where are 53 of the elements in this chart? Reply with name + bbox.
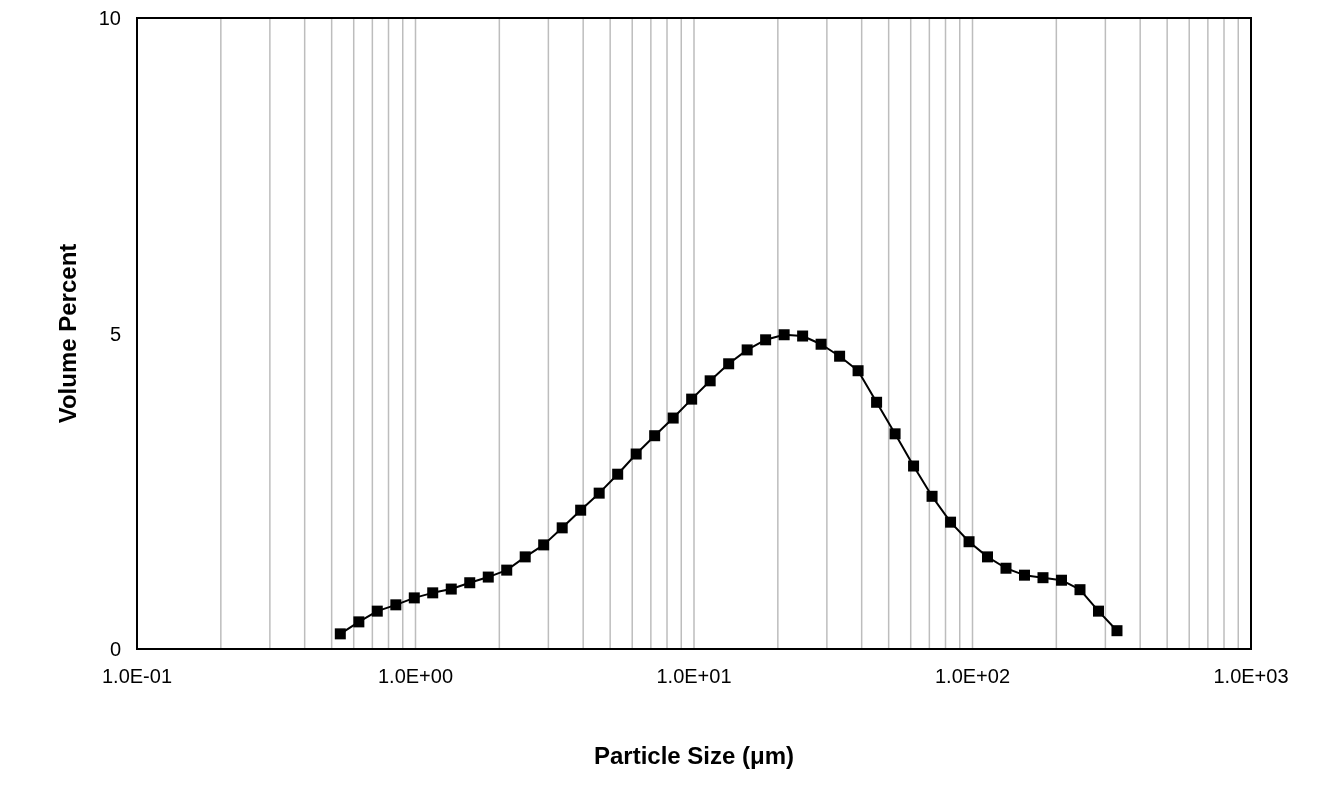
point	[649, 430, 661, 442]
point	[1000, 562, 1012, 574]
point	[945, 516, 957, 528]
point	[686, 393, 698, 405]
point	[612, 468, 624, 480]
x-axis-title: Particle Size (μm)	[593, 742, 795, 769]
point	[427, 587, 439, 599]
point	[778, 329, 790, 341]
point	[926, 490, 938, 502]
point	[815, 338, 827, 350]
x-tick-label: 1.0E+01	[656, 665, 732, 688]
point	[1055, 574, 1067, 586]
y-tick-label: 0	[109, 638, 121, 661]
point	[482, 571, 494, 583]
x-tick-label: 1.0E+02	[934, 665, 1011, 688]
y-tick-label: 10	[98, 7, 121, 30]
point	[556, 522, 568, 534]
point	[408, 592, 420, 604]
point	[445, 583, 457, 595]
point	[371, 605, 383, 617]
point	[723, 358, 735, 370]
x-tick-label: 1.0E+03	[1213, 665, 1289, 688]
x-tick-label: 1.0E-01	[101, 665, 173, 688]
point	[593, 487, 605, 499]
point	[667, 412, 679, 424]
point	[797, 330, 809, 342]
point	[871, 396, 883, 408]
x-tick-label: 1.0E+00	[377, 665, 454, 688]
point	[963, 536, 975, 548]
point	[908, 460, 920, 472]
y-axis-title: Volume Percent	[53, 243, 81, 424]
point	[1037, 572, 1049, 584]
point	[889, 428, 901, 440]
point	[760, 334, 772, 346]
point	[1018, 569, 1030, 581]
point	[390, 599, 402, 611]
point	[334, 628, 346, 640]
point	[501, 564, 513, 576]
y-tick-label: 5	[109, 322, 121, 345]
point	[353, 616, 365, 628]
point	[834, 350, 846, 362]
point	[464, 577, 476, 589]
point	[741, 344, 753, 356]
point	[630, 448, 642, 460]
point	[519, 551, 531, 563]
point	[538, 539, 550, 551]
point	[982, 551, 993, 563]
point	[704, 375, 716, 387]
point	[1074, 584, 1086, 596]
point	[1092, 605, 1104, 617]
point	[575, 504, 587, 516]
point	[1111, 625, 1123, 637]
point	[852, 365, 864, 377]
